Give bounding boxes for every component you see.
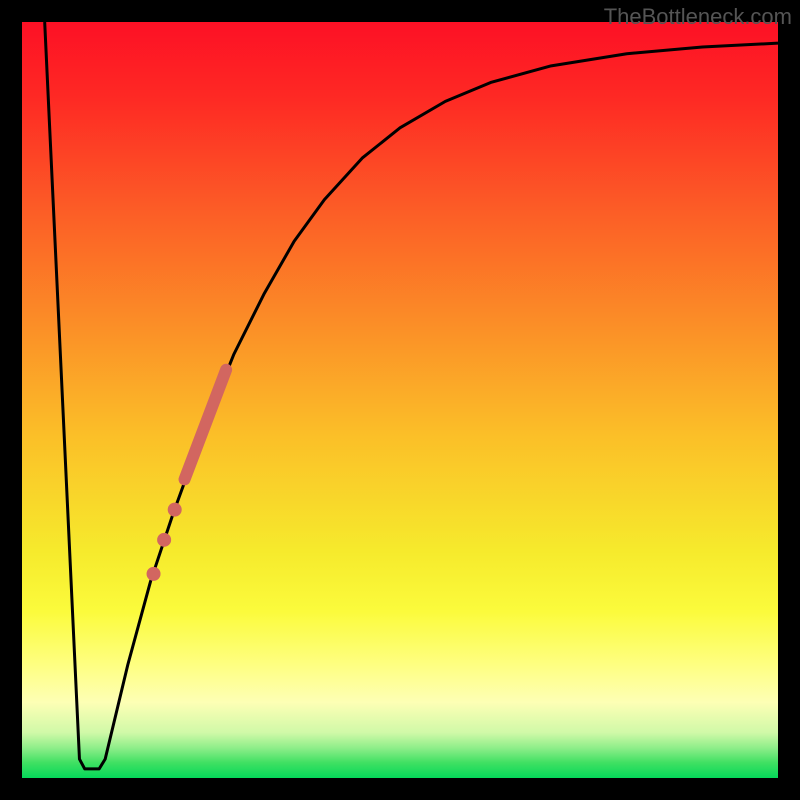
highlight-dot	[147, 567, 161, 581]
highlight-dot	[157, 533, 171, 547]
highlight-dot	[168, 503, 182, 517]
bottleneck-chart	[0, 0, 800, 800]
watermark-text: TheBottleneck.com	[604, 4, 792, 30]
chart-container: TheBottleneck.com	[0, 0, 800, 800]
plot-background	[22, 22, 778, 778]
